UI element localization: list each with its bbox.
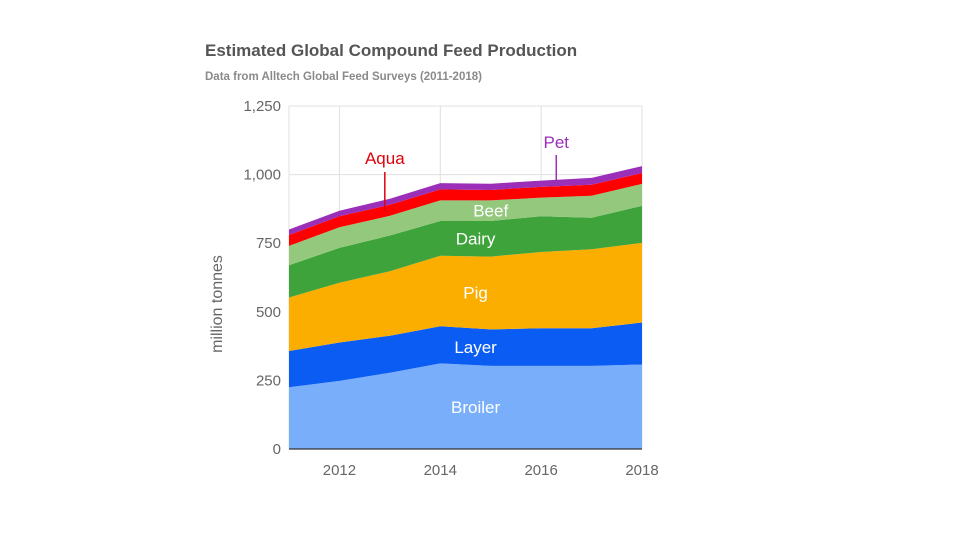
chart-subtitle: Data from Alltech Global Feed Surveys (2… bbox=[205, 71, 482, 83]
series-label-aqua: Aqua bbox=[365, 149, 405, 168]
y-tick-label: 1,000 bbox=[243, 167, 281, 184]
y-axis-ticks: 0 250 500 750 1,000 1,250 bbox=[243, 98, 281, 458]
y-tick-label: 500 bbox=[256, 304, 281, 321]
y-tick-label: 1,250 bbox=[243, 98, 281, 115]
chart-title: Estimated Global Compound Feed Productio… bbox=[205, 41, 577, 60]
series-label-pig: Pig bbox=[463, 283, 488, 302]
area-layer bbox=[289, 322, 642, 388]
x-tick-label: 2018 bbox=[625, 462, 658, 479]
series-label-dairy: Dairy bbox=[456, 230, 496, 249]
series-label-layer: Layer bbox=[454, 338, 497, 357]
series-label-pet: Pet bbox=[544, 133, 570, 152]
stacked-areas bbox=[289, 166, 642, 450]
area-broiler bbox=[289, 363, 642, 449]
y-tick-label: 250 bbox=[256, 372, 281, 389]
area-pet bbox=[289, 166, 642, 235]
y-axis-label: million tonnes bbox=[209, 255, 226, 353]
area-aqua bbox=[289, 173, 642, 246]
series-labels: Broiler Layer Pig Dairy Beef Aqua Pet bbox=[365, 133, 569, 417]
area-beef bbox=[289, 183, 642, 266]
x-tick-label: 2014 bbox=[424, 462, 457, 479]
area-pig bbox=[289, 242, 642, 351]
series-label-beef: Beef bbox=[473, 202, 508, 221]
x-tick-label: 2012 bbox=[323, 462, 356, 479]
area-dairy bbox=[289, 205, 642, 298]
x-axis-ticks: 2012 2014 2016 2018 bbox=[323, 462, 659, 479]
x-tick-label: 2016 bbox=[524, 462, 557, 479]
y-tick-label: 0 bbox=[273, 441, 281, 458]
y-tick-label: 750 bbox=[256, 235, 281, 252]
series-label-broiler: Broiler bbox=[451, 398, 500, 417]
